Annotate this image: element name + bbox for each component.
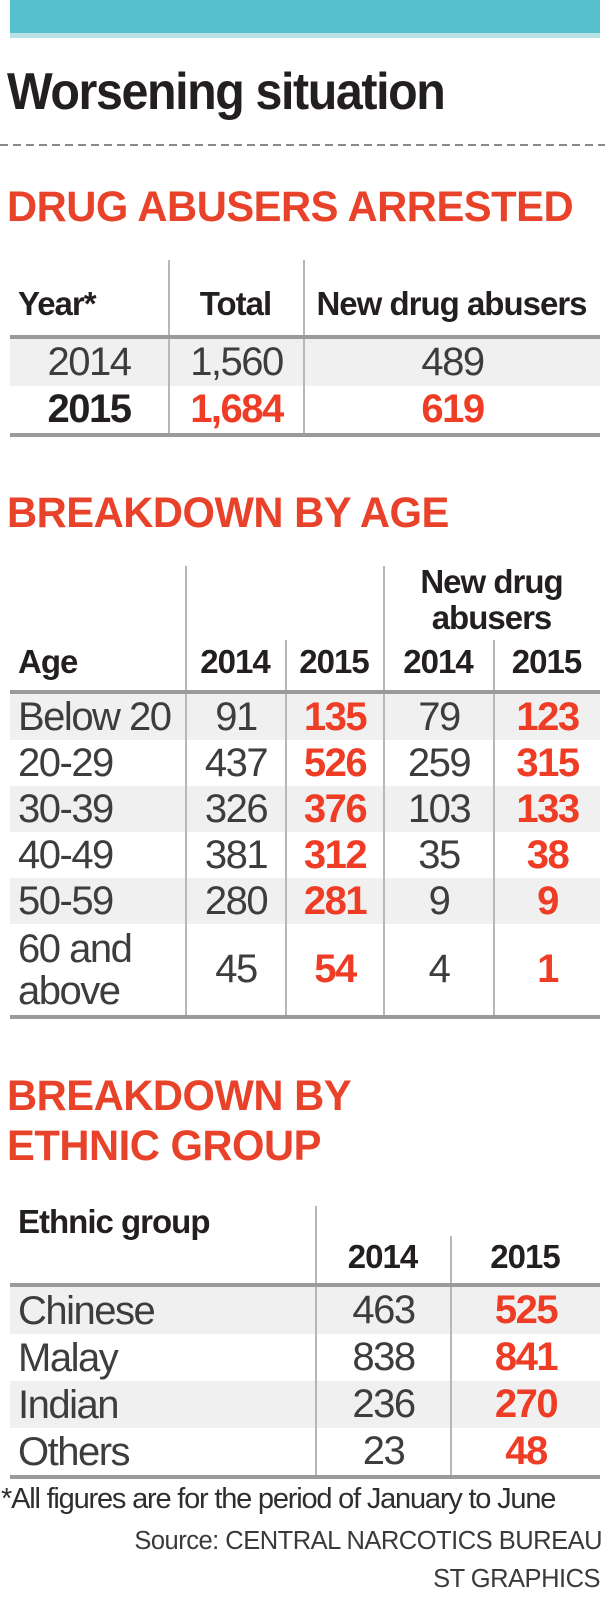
y2014-cell: 838 (315, 1334, 450, 1381)
new-2015-cell: 315 (493, 740, 600, 786)
table-row: 30-39 326 376 103 133 (10, 786, 600, 832)
y2015-cell: 48 (450, 1428, 600, 1475)
new-2014-cell: 79 (383, 694, 493, 740)
total-2014-cell: 91 (185, 694, 285, 740)
new-2014-cell: 4 (383, 924, 493, 1015)
total-2014-cell: 45 (185, 924, 285, 1015)
table-row: 60 and above 45 54 4 1 (10, 924, 600, 1015)
masthead-teal-bar (10, 0, 600, 38)
section-heading-arrested: DRUG ABUSERS ARRESTED (7, 183, 574, 231)
new-2015-cell: 9 (493, 878, 600, 924)
column-divider (493, 640, 495, 690)
total-2015-cell: 526 (285, 740, 383, 786)
column-header-total: Total (199, 285, 272, 322)
source-credit: Source: CENTRAL NARCOTICS BUREAU (134, 1527, 602, 1555)
total-cell: 1,684 (168, 386, 303, 433)
new-2015-cell: 38 (493, 832, 600, 878)
new-abusers-cell: 489 (303, 339, 600, 386)
graphics-credit: ST GRAPHICS (433, 1565, 600, 1593)
y2014-cell: 23 (315, 1428, 450, 1475)
column-divider (450, 1236, 452, 1283)
total-2014-cell: 326 (185, 786, 285, 832)
new-2014-cell: 35 (383, 832, 493, 878)
column-header-age: Age (18, 643, 78, 681)
column-divider (383, 566, 385, 690)
footnote: *All figures are for the period of Janua… (1, 1483, 556, 1515)
table-row: Malay 838 841 (10, 1334, 600, 1381)
dashed-divider (0, 144, 605, 146)
total-cell: 1,560 (168, 339, 303, 386)
y2014-cell: 236 (315, 1381, 450, 1428)
table-row: 50-59 280 281 9 9 (10, 878, 600, 924)
total-2015-cell: 281 (285, 878, 383, 924)
column-divider (285, 640, 287, 690)
group-header-new-drug-abusers: New drug abusers (420, 563, 563, 636)
age-cell: 30-39 (18, 787, 114, 831)
year-cell: 2015 (47, 387, 132, 431)
column-header-2015: 2015 (299, 643, 369, 681)
table-row: 2014 1,560 489 (10, 339, 600, 386)
ethnic-group-cell: Indian (18, 1382, 119, 1427)
column-header-2015: 2015 (490, 1238, 560, 1276)
new-2015-cell: 133 (493, 786, 600, 832)
age-cell: 40-49 (18, 833, 114, 877)
column-divider (168, 260, 170, 335)
y2015-cell: 270 (450, 1381, 600, 1428)
section-heading-by-ethnic-group: BREAKDOWN BY ETHNIC GROUP (7, 1072, 351, 1170)
ethnic-table-header: Ethnic group 2014 2015 (10, 1200, 600, 1283)
ethnic-group-cell: Chinese (18, 1288, 156, 1333)
table-row: Chinese 463 525 (10, 1287, 600, 1334)
column-divider (303, 260, 305, 335)
age-cell: Below 20 (18, 695, 172, 739)
column-header-2014: 2014 (347, 1238, 418, 1276)
ethnic-group-cell: Others (18, 1429, 131, 1474)
y2015-cell: 841 (450, 1334, 600, 1381)
total-2014-cell: 381 (185, 832, 285, 878)
column-header-2014: 2014 (200, 643, 270, 681)
column-header-new-2015: 2015 (511, 643, 582, 681)
ethnic-table: Ethnic group 2014 2015 Chinese 463 525 M… (10, 1200, 600, 1479)
year-cell: 2014 (47, 340, 132, 384)
column-header-new-drug-abusers: New drug abusers (316, 285, 587, 322)
y2015-cell: 525 (450, 1287, 600, 1334)
column-header-year: Year* (18, 285, 97, 322)
arrested-table-header: Year* Total New drug abusers (10, 258, 600, 335)
table-row: 20-29 437 526 259 315 (10, 740, 600, 786)
total-2015-cell: 312 (285, 832, 383, 878)
table-row: Indian 236 270 (10, 1381, 600, 1428)
table-row: Below 20 91 135 79 123 (10, 694, 600, 740)
total-2014-cell: 437 (185, 740, 285, 786)
y2014-cell: 463 (315, 1287, 450, 1334)
new-2015-cell: 123 (493, 694, 600, 740)
new-2014-cell: 259 (383, 740, 493, 786)
total-2015-cell: 376 (285, 786, 383, 832)
age-cell: 60 and above (18, 926, 133, 1013)
column-divider (185, 566, 187, 690)
table-row: 2015 1,684 619 (10, 386, 600, 433)
age-table-body: Below 20 91 135 79 123 20-29 437 526 259… (10, 690, 600, 1019)
arrested-table: Year* Total New drug abusers 2014 1,560 … (10, 258, 600, 437)
table-row: 40-49 381 312 35 38 (10, 832, 600, 878)
total-2014-cell: 280 (185, 878, 285, 924)
age-table-header: New drug abusers Age 2014 2015 2014 2015 (10, 560, 600, 690)
page-title: Worsening situation (7, 63, 446, 121)
new-abusers-cell: 619 (303, 386, 600, 433)
age-cell: 50-59 (18, 879, 114, 923)
new-2014-cell: 9 (383, 878, 493, 924)
column-header-ethnic-group: Ethnic group (18, 1203, 210, 1240)
ethnic-group-cell: Malay (18, 1335, 119, 1380)
column-header-new-2014: 2014 (403, 643, 473, 681)
table-row: Others 23 48 (10, 1428, 600, 1475)
ethnic-table-body: Chinese 463 525 Malay 838 841 Indian 236… (10, 1283, 600, 1479)
arrested-table-body: 2014 1,560 489 2015 1,684 619 (10, 335, 600, 437)
total-2015-cell: 135 (285, 694, 383, 740)
new-2014-cell: 103 (383, 786, 493, 832)
section-heading-by-age: BREAKDOWN BY AGE (7, 489, 449, 537)
total-2015-cell: 54 (285, 924, 383, 1015)
age-table: New drug abusers Age 2014 2015 2014 2015… (10, 560, 600, 1019)
age-cell: 20-29 (18, 741, 114, 785)
column-divider (315, 1206, 317, 1283)
new-2015-cell: 1 (493, 924, 600, 1015)
